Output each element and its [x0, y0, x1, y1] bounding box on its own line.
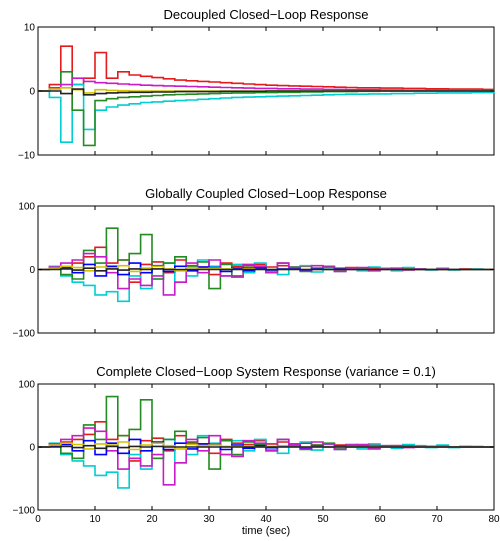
series-line-6	[38, 88, 494, 96]
y-tick-label: −10	[18, 151, 35, 162]
chart-panel-3: Complete Closed−Loop System Response (va…	[12, 364, 500, 537]
y-tick-label: 10	[24, 23, 36, 34]
series-line-4	[38, 77, 494, 92]
chart-panel-1: Decoupled Closed−Loop Response −10 0 10	[18, 7, 495, 162]
x-tick-label: 10	[89, 514, 101, 525]
x-tick-label: 20	[146, 514, 158, 525]
chart-panel-2: Globally Coupled Closed−Loop Response −10…	[12, 186, 495, 340]
x-tick-label: 70	[431, 514, 443, 525]
chart-title: Decoupled Closed−Loop Response	[164, 7, 369, 22]
chart-title: Complete Closed−Loop System Response (va…	[96, 364, 436, 379]
chart-title: Globally Coupled Closed−Loop Response	[145, 186, 387, 201]
x-tick-label: 50	[317, 514, 329, 525]
x-tick-label: 0	[35, 514, 41, 525]
series-line-7	[38, 267, 494, 272]
series-line-2	[38, 434, 494, 489]
y-tick-label: 0	[29, 265, 35, 276]
x-tick-label: 30	[203, 514, 215, 525]
y-tick-label: −100	[12, 329, 35, 340]
series-line-7	[38, 444, 494, 450]
series-line-4	[38, 427, 494, 486]
y-tick-label: 0	[29, 87, 35, 98]
x-tick-label: 60	[374, 514, 386, 525]
series-line-2	[38, 83, 495, 143]
y-tick-label: 100	[18, 380, 35, 391]
y-tick-label: 100	[18, 202, 35, 213]
series-line-1	[38, 45, 494, 92]
x-tick-label: 80	[488, 514, 500, 525]
x-tick-label: 40	[260, 514, 272, 525]
x-axis-label: time (sec)	[242, 525, 290, 537]
y-tick-label: 0	[29, 443, 35, 454]
y-tick-label: −100	[12, 506, 35, 517]
